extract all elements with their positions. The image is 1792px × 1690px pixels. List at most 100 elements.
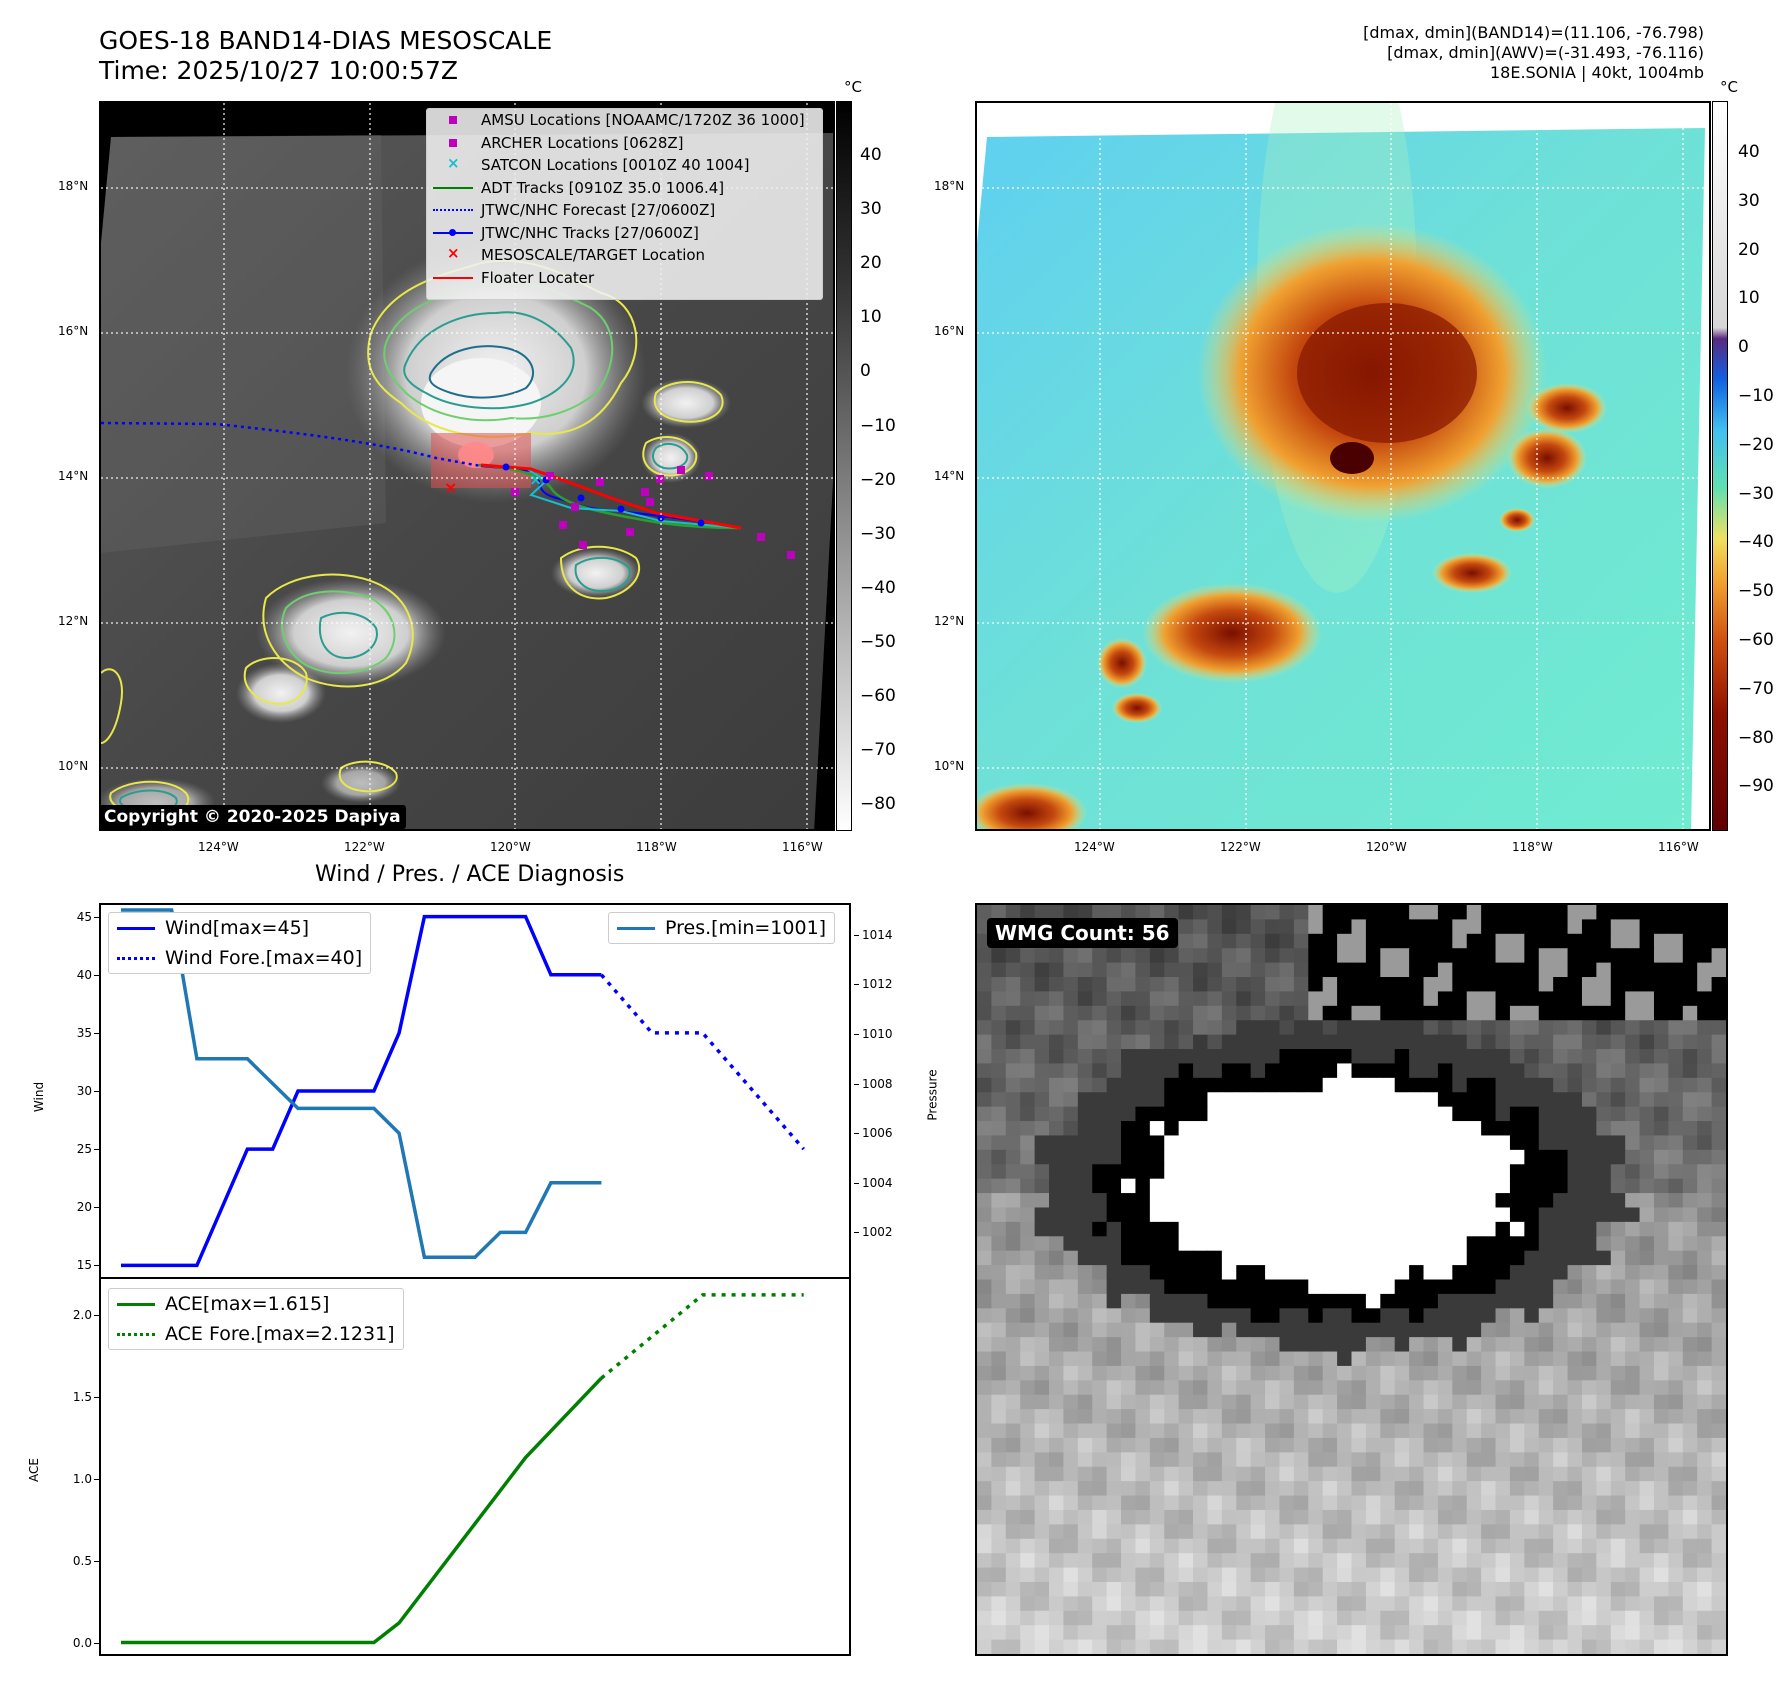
series-line-ace xyxy=(121,1376,603,1645)
color-map-svg xyxy=(977,103,1709,829)
axis-tick-label: 1002 xyxy=(862,1225,893,1240)
lon-label: 116°W xyxy=(1658,840,1699,854)
colorbar-tick-label: −80 xyxy=(860,794,896,815)
axis-tick-label: 2.0 xyxy=(72,1308,92,1323)
axis-tick-label: 45 xyxy=(76,909,92,924)
axis-tick-mark xyxy=(854,1133,859,1135)
series-line-wind xyxy=(121,914,602,1268)
dotted-line-icon xyxy=(117,956,155,960)
dotted-line-icon xyxy=(433,203,473,217)
lon-label: 122°W xyxy=(344,840,385,854)
axis-tick-mark xyxy=(94,1149,99,1151)
axis-tick-mark xyxy=(94,1315,99,1317)
wmg-grid-svg xyxy=(977,905,1726,1654)
lat-label: 16°N xyxy=(934,324,965,338)
colorbar-tick-label: −40 xyxy=(860,577,896,598)
axis-tick-label: 40 xyxy=(76,967,92,982)
colorbar-tick-label: −60 xyxy=(1738,630,1774,650)
target-x-marker: × xyxy=(444,478,457,497)
axis-tick-mark xyxy=(94,1032,99,1034)
line-icon xyxy=(433,181,473,195)
axis-tick-label: 0.0 xyxy=(72,1635,92,1650)
colorbar-tick-label: −70 xyxy=(860,740,896,761)
axis-tick-mark xyxy=(854,1083,859,1085)
axis-tick-mark xyxy=(94,1478,99,1480)
line-icon xyxy=(433,271,473,285)
axis-tick-mark xyxy=(94,1396,99,1398)
axis-tick-mark xyxy=(854,934,859,936)
color-colorbar xyxy=(1712,101,1728,831)
lat-label: 18°N xyxy=(58,179,89,193)
wmg-map xyxy=(975,903,1728,1656)
axis-tick-mark xyxy=(94,1560,99,1562)
data-range-line2: [dmax, dmin](AWV)=(-31.493, -76.116) xyxy=(1387,43,1704,62)
copyright-badge: Copyright © 2020-2025 Dapiya xyxy=(99,805,406,829)
axis-tick-label: 1004 xyxy=(862,1175,893,1190)
lon-label: 124°W xyxy=(198,840,239,854)
axis-tick-mark xyxy=(94,974,99,976)
colorbar-tick-label: 0 xyxy=(1738,337,1749,358)
square-marker-icon xyxy=(433,136,473,150)
axis-tick-mark xyxy=(854,1033,859,1035)
amsu-archer-markers xyxy=(511,466,795,559)
legend-item-archer: ARCHER Locations [0628Z] xyxy=(427,132,822,155)
wind-pressure-svg xyxy=(121,908,806,1268)
colorbar-tick-label: −20 xyxy=(1738,434,1774,455)
ace-svg xyxy=(121,1293,804,1645)
lon-label: 124°W xyxy=(1074,840,1115,854)
color-colorbar-unit: °C xyxy=(1720,78,1738,96)
line-dot-icon xyxy=(433,226,473,240)
colorbar-tick-label: 30 xyxy=(860,199,882,220)
lat-label: 12°N xyxy=(934,614,965,628)
series-line-wind-fore- xyxy=(600,973,806,1151)
axis-tick-label: 30 xyxy=(76,1084,92,1098)
line-icon xyxy=(617,926,655,930)
legend-wind: Wind[max=45] xyxy=(109,913,370,943)
legend-pres: Pres.[min=1001] xyxy=(609,913,834,943)
axis-tick-label: 1008 xyxy=(862,1076,893,1091)
axis-tick-label: 15 xyxy=(76,1258,92,1273)
page-title: GOES-18 BAND14-DIAS MESOSCALE xyxy=(99,26,553,55)
colorbar-tick-label: −80 xyxy=(1738,727,1774,748)
lat-label: 12°N xyxy=(58,614,89,628)
colorbar-tick-label: 10 xyxy=(860,307,882,328)
legend-item-tracks: JTWC/NHC Tracks [27/0600Z] xyxy=(427,222,822,245)
axis-tick-label: 1010 xyxy=(862,1026,893,1041)
axis-tick-mark xyxy=(94,1091,99,1092)
line-icon xyxy=(117,1302,155,1306)
square-marker-icon xyxy=(433,113,473,127)
lon-label: 122°W xyxy=(1220,840,1261,854)
colorbar-tick-label: 20 xyxy=(1738,239,1760,260)
colorbar-tick-label: −10 xyxy=(1738,386,1774,406)
jtwc-forecast-line xyxy=(101,421,482,468)
axis-tick-label: 1014 xyxy=(862,927,893,942)
colorbar-tick-label: 10 xyxy=(1738,288,1760,309)
lat-label: 10°N xyxy=(58,759,89,773)
colorbar-tick-label: −10 xyxy=(860,415,896,436)
legend-wind-fore: Wind Fore.[max=40] xyxy=(109,943,370,973)
storm-info: 18E.SONIA | 40kt, 1004mb xyxy=(1489,63,1704,82)
legend-item-satcon: × SATCON Locations [0010Z 40 1004] xyxy=(427,154,822,177)
ace-panel xyxy=(99,1277,851,1656)
axis-tick-mark xyxy=(854,1232,859,1234)
axis-tick-mark xyxy=(94,1265,99,1267)
lat-label: 14°N xyxy=(58,469,89,483)
legend-ace-fore: ACE Fore.[max=2.1231] xyxy=(109,1319,403,1349)
ir-colorbar-unit: °C xyxy=(844,78,862,96)
axis-tick-label: 1012 xyxy=(862,977,893,992)
series-line-ace-fore- xyxy=(600,1293,804,1380)
data-range-line1: [dmax, dmin](BAND14)=(11.106, -76.798) xyxy=(1363,23,1704,42)
colorbar-tick-label: −50 xyxy=(860,631,896,652)
colorbar-tick-label: −40 xyxy=(1738,532,1774,553)
x-marker-icon: × xyxy=(447,244,460,263)
colorbar-tick-label: −20 xyxy=(860,469,896,490)
axis-tick-mark xyxy=(94,916,99,918)
line-icon xyxy=(117,926,155,930)
ir-colorbar xyxy=(836,101,852,831)
legend-ace: ACE[max=1.615] xyxy=(109,1289,403,1319)
wind-legend: Wind[max=45] Wind Fore.[max=40] xyxy=(108,912,372,974)
colorbar-tick-label: 40 xyxy=(860,145,882,165)
colorbar-tick-label: −50 xyxy=(1738,581,1774,602)
colorbar-tick-label: 0 xyxy=(860,361,871,382)
colorbar-tick-label: −70 xyxy=(1738,678,1774,699)
